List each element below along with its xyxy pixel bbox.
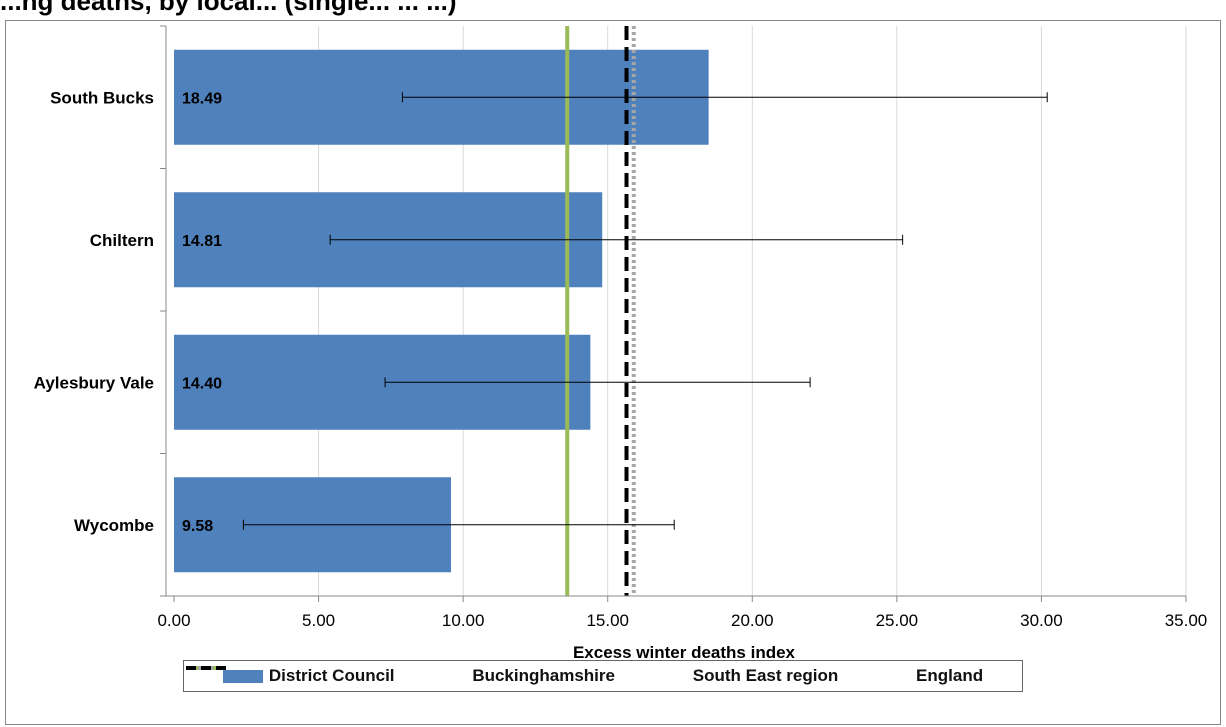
x-tick-label: 10.00 <box>442 611 485 630</box>
x-tick-label: 15.00 <box>586 611 629 630</box>
x-tick-label: 25.00 <box>876 611 919 630</box>
legend-item-buckinghamshire: Buckinghamshire <box>186 666 615 686</box>
legend-item-district-council: District Council <box>222 666 395 686</box>
data-label: 18.49 <box>182 90 222 107</box>
chart-legend: District Council Buckinghamshire South E… <box>183 660 1023 692</box>
legend-swatch-bar <box>222 669 263 683</box>
category-label: South Bucks <box>50 88 154 107</box>
data-label: 9.58 <box>182 518 213 535</box>
legend-label: South East region <box>692 666 839 685</box>
legend-label: England <box>916 666 984 685</box>
legend-item-england: England <box>186 666 984 686</box>
x-tick-label: 20.00 <box>731 611 774 630</box>
data-label: 14.81 <box>182 233 222 250</box>
category-label: Chiltern <box>90 231 154 250</box>
x-tick-label: 30.00 <box>1020 611 1063 630</box>
legend-swatch-dashed <box>186 666 226 670</box>
legend-label: District Council <box>268 666 395 685</box>
chart-title: ...ng deaths, by local... (single... ...… <box>0 0 457 16</box>
x-tick-label: 35.00 <box>1165 611 1208 630</box>
legend-item-south-east: South East region <box>186 666 839 686</box>
x-axis-title: Excess winter deaths index <box>573 643 796 662</box>
category-label: Aylesbury Vale <box>34 373 154 392</box>
legend-label: Buckinghamshire <box>472 666 615 685</box>
x-tick-label: 0.00 <box>157 611 190 630</box>
category-label: Wycombe <box>74 516 154 535</box>
data-label: 14.40 <box>182 375 222 392</box>
x-tick-label: 5.00 <box>302 611 335 630</box>
